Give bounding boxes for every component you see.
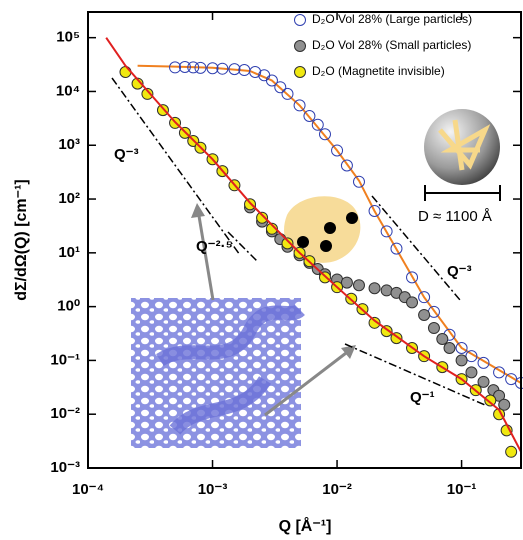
- legend-label: D₂O (Magnetite invisible): [312, 64, 445, 78]
- data-point: [293, 99, 306, 112]
- x-tick-label: 10⁻⁴: [72, 481, 104, 498]
- annotation: Q⁻²·⁵: [196, 238, 233, 255]
- data-point: [436, 333, 449, 346]
- data-point: [505, 445, 518, 458]
- data-point: [380, 284, 393, 297]
- data-point: [206, 62, 219, 75]
- guide-line: [227, 231, 259, 263]
- data-point: [216, 62, 229, 75]
- data-point: [406, 296, 419, 309]
- data-point: [352, 279, 365, 292]
- guide-line: [371, 195, 461, 301]
- scale-bar: [424, 185, 501, 201]
- fit-line: [105, 37, 522, 453]
- data-point: [141, 87, 154, 100]
- arrow: [196, 209, 215, 301]
- annotation: Q⁻³: [447, 263, 472, 280]
- data-point: [352, 175, 365, 188]
- data-point: [455, 354, 468, 367]
- data-point: [311, 118, 324, 131]
- particle: [320, 240, 332, 252]
- legend-marker: [294, 14, 306, 26]
- sphere-network: [438, 119, 491, 171]
- data-point: [318, 128, 331, 141]
- annotation: Q⁻³: [114, 146, 139, 163]
- data-point: [498, 398, 511, 411]
- data-point: [484, 394, 497, 407]
- legend-label: D₂O Vol 28% (Large particles): [312, 12, 472, 26]
- sphere: [424, 109, 500, 185]
- y-tick-label: 10¹: [58, 244, 80, 261]
- data-point: [406, 271, 419, 284]
- insets: [111, 77, 501, 448]
- particle: [297, 236, 309, 248]
- data-point: [477, 375, 490, 388]
- data-point: [418, 308, 431, 321]
- data-point: [427, 322, 440, 335]
- data-point: [418, 291, 431, 304]
- legend-marker: [294, 66, 306, 78]
- guide-line: [344, 343, 486, 406]
- data-point: [265, 222, 278, 235]
- data-point: [274, 81, 287, 94]
- data-point: [303, 109, 316, 122]
- x-tick-label: 10⁻²: [322, 481, 352, 498]
- particle: [346, 212, 358, 224]
- x-tick-label: 10⁻¹: [447, 481, 477, 498]
- legend-label: D₂O Vol 28% (Small particles): [312, 38, 471, 52]
- data-point: [281, 87, 294, 100]
- particle: [324, 222, 336, 234]
- micrograph-vein: [156, 304, 305, 435]
- y-axis-label: dΣ/dΩ(Q) [cm⁻¹]: [13, 179, 30, 301]
- annotation: D ≈ 1100 Å: [418, 208, 492, 225]
- x-axis-label: Q [Å⁻¹]: [279, 516, 332, 535]
- data-point: [249, 65, 262, 78]
- data-point: [493, 366, 506, 379]
- data-point: [465, 366, 478, 379]
- micrograph: [131, 298, 301, 448]
- arrow: [264, 348, 351, 417]
- plot-frame: [87, 11, 522, 469]
- annotation: Q⁻¹: [410, 389, 435, 406]
- data-point: [169, 61, 182, 74]
- y-tick-label: 10⁻³: [50, 459, 80, 476]
- data-point: [368, 282, 381, 295]
- data-point: [228, 63, 241, 76]
- data-point: [281, 237, 294, 250]
- data-point: [443, 342, 456, 355]
- data-point: [178, 60, 191, 73]
- data-point: [340, 159, 353, 172]
- data-point: [265, 74, 278, 87]
- data-point: [455, 342, 468, 355]
- y-tick-label: 10⁰: [57, 298, 80, 315]
- data-point: [477, 356, 490, 369]
- x-tick-label: 10⁻³: [198, 481, 228, 498]
- y-tick-label: 10³: [58, 136, 80, 153]
- legend-marker: [294, 40, 306, 52]
- y-tick-label: 10⁻¹: [50, 351, 80, 368]
- data-point: [368, 316, 381, 329]
- data-point: [119, 65, 132, 78]
- data-point: [331, 144, 344, 157]
- guide-line: [111, 77, 241, 256]
- y-tick-label: 10⁻²: [50, 405, 80, 422]
- data-point: [390, 242, 403, 255]
- data-point: [465, 350, 478, 363]
- y-tick-label: 10²: [58, 190, 80, 207]
- y-tick-label: 10⁵: [56, 29, 80, 46]
- data-point: [187, 61, 200, 74]
- data-point: [340, 276, 353, 289]
- arrow-head: [191, 203, 205, 218]
- data-point: [256, 211, 269, 224]
- data-point: [380, 225, 393, 238]
- arrow-head: [341, 345, 356, 359]
- data-point: [194, 61, 207, 74]
- data-point: [368, 204, 381, 217]
- y-tick-label: 10⁴: [56, 82, 80, 99]
